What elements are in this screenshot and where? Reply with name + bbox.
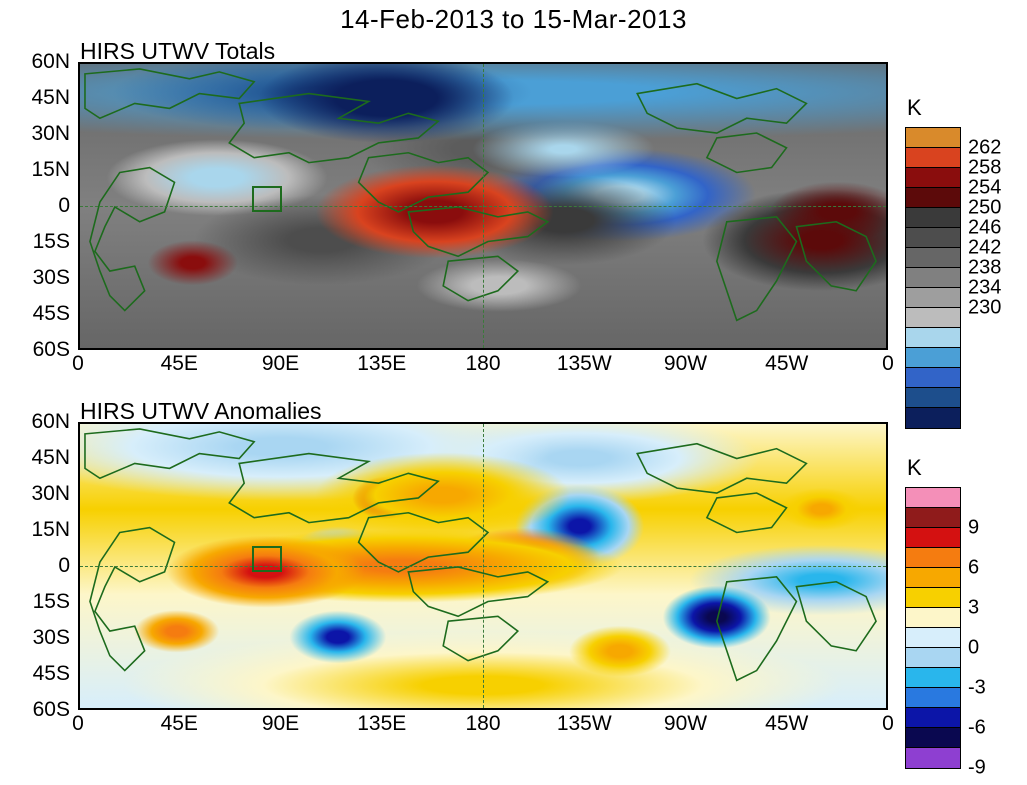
colorbar-body-anomalies: 9 6 3 0 -3 -6 -9 [905,487,961,769]
map-panel-totals [78,62,888,350]
xaxis-anomalies: 0 45E 90E 135E 180 135W 90W 45W 0 [78,710,888,746]
yaxis-totals: 60N 45N 30N 15N 0 15S 30S 45S 60S [0,62,76,350]
panel-title-bottom: HIRS UTWV Anomalies [80,398,322,425]
dateline-guide-totals [483,64,484,348]
location-marker-totals [252,186,282,212]
colorbar-totals: K 262 258 254 250 246 242 238 234 230 [905,95,1025,429]
colorbar-unit-totals: K [907,95,1025,121]
map-panel-anomalies [78,422,888,710]
dateline-guide-anomalies [483,424,484,708]
main-title: 14-Feb-2013 to 15-Mar-2013 [0,4,1027,35]
colorbar-body-totals: 262 258 254 250 246 242 238 234 230 [905,127,961,429]
root-page: 14-Feb-2013 to 15-Mar-2013 HIRS UTWV Tot… [0,0,1027,785]
location-marker-anomalies [252,546,282,572]
panel-title-top: HIRS UTWV Totals [80,38,275,65]
colorbar-anomalies: K 9 6 3 0 -3 -6 -9 [905,455,1025,769]
yaxis-anomalies: 60N 45N 30N 15N 0 15S 30S 45S 60S [0,422,76,710]
xaxis-totals: 0 45E 90E 135E 180 135W 90W 45W 0 [78,350,888,386]
colorbar-unit-anomalies: K [907,455,1025,481]
